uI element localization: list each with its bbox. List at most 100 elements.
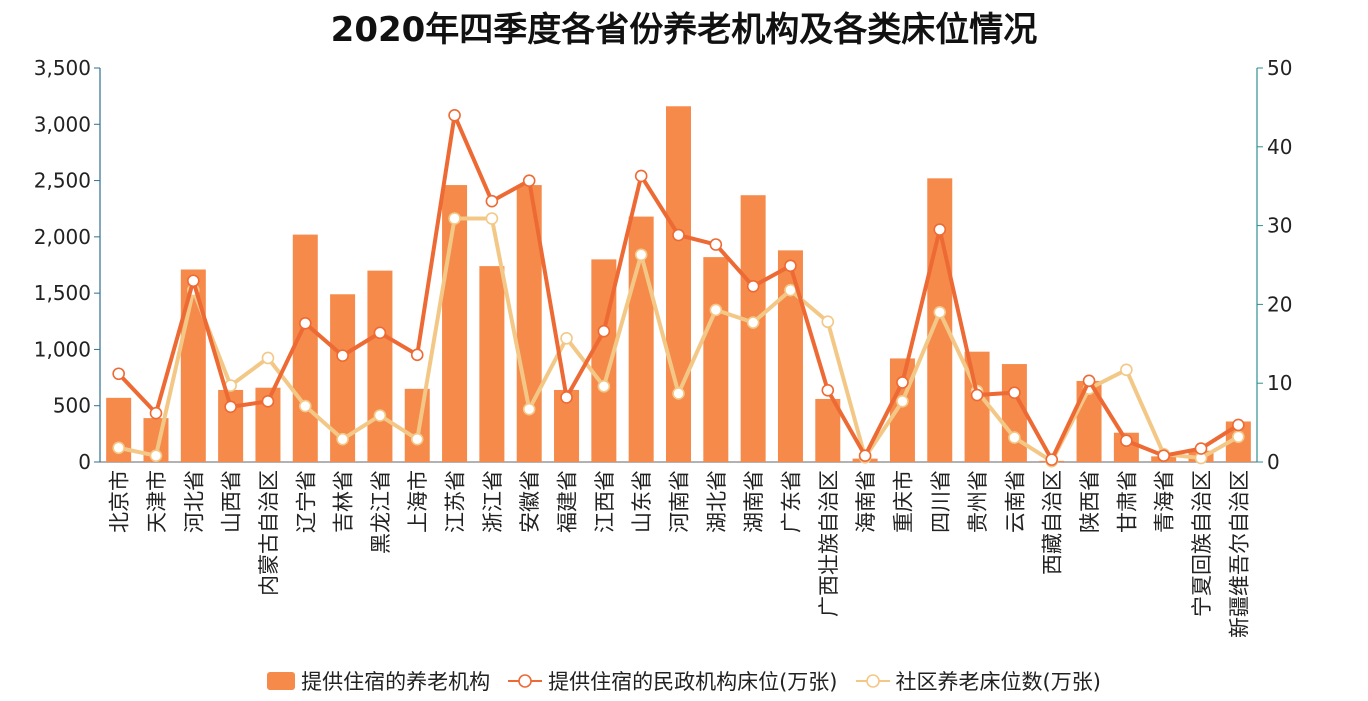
bar xyxy=(927,178,953,462)
civil-beds-point xyxy=(858,449,872,462)
civil-beds-point xyxy=(485,194,499,208)
y-right-tick-label: 0 xyxy=(1267,450,1280,474)
x-tick-label: 新疆维吾尔自治区 xyxy=(1227,470,1251,638)
y-right-tick-label: 40 xyxy=(1267,135,1292,159)
y-left-tick-label: 500 xyxy=(53,394,91,418)
x-tick-label: 贵州省 xyxy=(966,470,990,533)
x-tick-label: 上海市 xyxy=(406,470,430,533)
legend-label-line2: 社区养老床位数(万张) xyxy=(895,670,1101,694)
y-right-tick-label: 30 xyxy=(1267,214,1292,238)
x-tick-label: 山西省 xyxy=(220,470,244,533)
x-tick-label: 黑龙江省 xyxy=(369,470,393,554)
civil-beds-point xyxy=(336,349,349,362)
y-left-tick-label: 3,000 xyxy=(34,112,91,136)
bar xyxy=(180,269,206,462)
y-left-tick-label: 0 xyxy=(78,450,91,474)
x-tick-label: 广东省 xyxy=(779,470,803,533)
x-tick-label: 山东省 xyxy=(630,470,654,533)
civil-beds-point xyxy=(1157,449,1170,462)
civil-beds-point xyxy=(522,174,536,187)
legend-bar-swatch-icon xyxy=(267,672,296,690)
civil-beds-point xyxy=(149,406,163,420)
community-beds-point xyxy=(933,305,947,319)
civil-beds-point xyxy=(597,324,611,338)
bar xyxy=(815,398,841,462)
x-tick-label: 内蒙古自治区 xyxy=(257,470,281,596)
civil-beds-point xyxy=(448,108,461,122)
y-right-tick-label: 50 xyxy=(1267,56,1292,80)
civil-beds-point xyxy=(634,169,648,183)
civil-beds-point xyxy=(784,259,797,273)
community-beds-point xyxy=(896,395,909,408)
civil-beds-point xyxy=(560,391,573,404)
bar xyxy=(479,266,505,462)
legend-line1-swatch-icon xyxy=(508,674,543,688)
community-beds-point xyxy=(149,449,163,462)
y-left-tick-label: 3,500 xyxy=(34,56,91,80)
civil-beds-point xyxy=(224,400,237,414)
x-tick-label: 四川省 xyxy=(929,470,953,533)
y-left-tick-label: 1,500 xyxy=(34,281,91,305)
x-tick-label: 宁夏回族自治区 xyxy=(1190,470,1214,617)
x-tick-label: 北京市 xyxy=(108,470,132,533)
civil-beds-point xyxy=(746,279,760,293)
community-beds-point xyxy=(410,432,424,446)
x-tick-label: 河北省 xyxy=(182,470,206,533)
civil-beds-point xyxy=(1008,386,1021,399)
community-beds-point xyxy=(597,380,611,393)
x-tick-label: 天津市 xyxy=(145,470,169,533)
community-beds-point xyxy=(1008,431,1021,444)
x-tick-label: 广西壮族自治区 xyxy=(817,470,841,617)
bar xyxy=(1001,364,1027,462)
civil-beds-point xyxy=(896,376,909,389)
civil-beds-point xyxy=(112,367,125,381)
legend-label-bar: 提供住宿的养老机构 xyxy=(301,670,491,694)
community-beds-point xyxy=(336,432,349,446)
x-tick-label: 江西省 xyxy=(593,470,617,533)
civil-beds-point xyxy=(373,326,387,340)
civil-beds-point xyxy=(709,238,723,251)
x-tick-label: 吉林省 xyxy=(332,470,356,533)
legend-label-line1: 提供住宿的民政机构床位(万张) xyxy=(548,670,838,694)
x-tick-label: 海南省 xyxy=(854,470,878,533)
community-beds-point xyxy=(1120,363,1133,377)
civil-beds-point xyxy=(672,228,685,242)
community-beds-point xyxy=(485,212,499,225)
legend-item-line2[interactable]: 社区养老床位数(万张) xyxy=(855,666,1101,696)
community-beds-point xyxy=(821,315,835,329)
y-left-tick-label: 2,000 xyxy=(34,225,91,249)
civil-beds-point xyxy=(261,395,275,408)
civil-beds-point xyxy=(410,348,424,362)
x-tick-label: 辽宁省 xyxy=(294,470,318,533)
legend-item-line1[interactable]: 提供住宿的民政机构床位(万张) xyxy=(508,666,838,696)
bar xyxy=(666,106,691,462)
community-beds-point xyxy=(373,409,387,422)
community-beds-point xyxy=(1232,430,1245,444)
community-beds-point xyxy=(112,441,125,455)
x-tick-label: 安徽省 xyxy=(518,470,542,533)
bar xyxy=(404,388,430,462)
bar xyxy=(367,270,393,462)
community-beds-point xyxy=(784,283,797,297)
x-tick-label: 江苏省 xyxy=(444,470,468,533)
civil-beds-point xyxy=(1232,418,1245,432)
civil-beds-point xyxy=(821,383,835,397)
civil-beds-point xyxy=(1045,453,1059,466)
community-beds-point xyxy=(261,351,275,365)
x-tick-label: 重庆市 xyxy=(891,470,915,533)
civil-beds-point xyxy=(1120,434,1133,448)
civil-beds-point xyxy=(1082,374,1096,388)
bar xyxy=(703,257,729,462)
x-tick-label: 甘肃省 xyxy=(1115,470,1139,533)
x-tick-label: 湖北省 xyxy=(705,470,729,533)
community-beds-point xyxy=(634,248,648,262)
legend: 提供住宿的养老机构 提供住宿的民政机构床位(万张) 社区养老床位数(万张) xyxy=(0,666,1368,696)
x-tick-label: 河南省 xyxy=(668,470,692,533)
community-beds-point xyxy=(522,402,536,416)
x-tick-label: 西藏自治区 xyxy=(1041,470,1065,575)
x-tick-label: 云南省 xyxy=(1003,470,1027,533)
community-beds-point xyxy=(298,399,312,413)
legend-item-bar[interactable]: 提供住宿的养老机构 xyxy=(267,666,490,696)
civil-beds-point xyxy=(298,317,312,330)
